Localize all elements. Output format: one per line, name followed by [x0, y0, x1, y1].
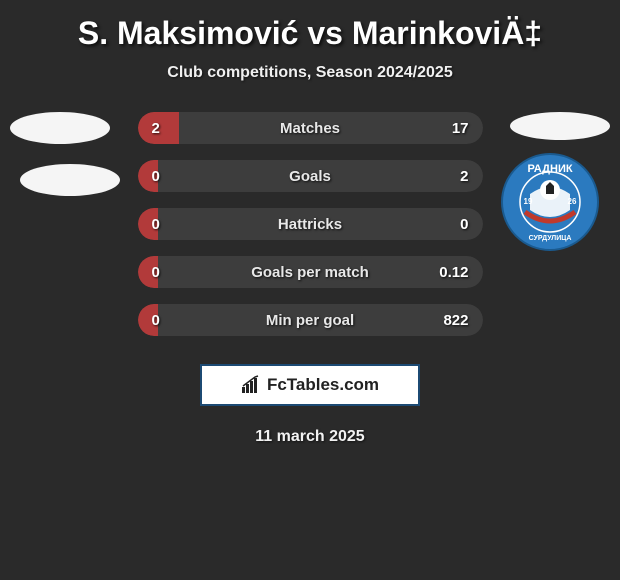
- stat-label: Min per goal: [266, 312, 354, 329]
- stat-label: Matches: [280, 120, 340, 137]
- comparison-infographic: S. Maksimović vs MarinkoviÄ‡ Club compet…: [0, 0, 620, 456]
- stat-label: Goals: [289, 168, 331, 185]
- stat-value-right: 0.12: [439, 264, 468, 281]
- page-title: S. Maksimović vs MarinkoviÄ‡: [0, 15, 620, 52]
- brand-text: FcTables.com: [267, 375, 379, 395]
- stat-value-right: 0: [460, 216, 468, 233]
- stat-value-right: 2: [460, 168, 468, 185]
- player-left-badge-placeholder-2: [20, 164, 120, 196]
- svg-text:19: 19: [524, 197, 533, 206]
- branding-box: FcTables.com: [200, 364, 420, 406]
- footer-date: 11 march 2025: [0, 428, 620, 446]
- svg-text:РАДНИК: РАДНИК: [527, 163, 572, 175]
- player-right-badge-placeholder: [510, 112, 610, 140]
- player-right-club-crest: РАДНИК СУРДУЛИЦА 19 26: [500, 152, 600, 252]
- stat-row: 0 Hattricks 0: [138, 208, 483, 240]
- page-subtitle: Club competitions, Season 2024/2025: [0, 64, 620, 82]
- stat-value-left: 2: [152, 120, 160, 137]
- stat-value-right: 822: [443, 312, 468, 329]
- club-crest-icon: РАДНИК СУРДУЛИЦА 19 26: [500, 152, 600, 252]
- svg-text:СУРДУЛИЦА: СУРДУЛИЦА: [529, 235, 572, 242]
- stat-value-right: 17: [452, 120, 469, 137]
- stat-row: 2 Matches 17: [138, 112, 483, 144]
- stat-value-left: 0: [152, 312, 160, 329]
- comparison-area: РАДНИК СУРДУЛИЦА 19 26 2 Matches 17 0 Go…: [0, 112, 620, 336]
- stat-value-left: 0: [152, 216, 160, 233]
- stat-value-left: 0: [152, 168, 160, 185]
- stat-row: 0 Goals 2: [138, 160, 483, 192]
- stat-row: 0 Goals per match 0.12: [138, 256, 483, 288]
- stat-row: 0 Min per goal 822: [138, 304, 483, 336]
- svg-text:26: 26: [568, 197, 577, 206]
- player-left-badge-placeholder-1: [10, 112, 110, 144]
- bar-chart-icon: [241, 375, 261, 395]
- stat-label: Hattricks: [278, 216, 342, 233]
- stat-value-left: 0: [152, 264, 160, 281]
- stat-label: Goals per match: [251, 264, 369, 281]
